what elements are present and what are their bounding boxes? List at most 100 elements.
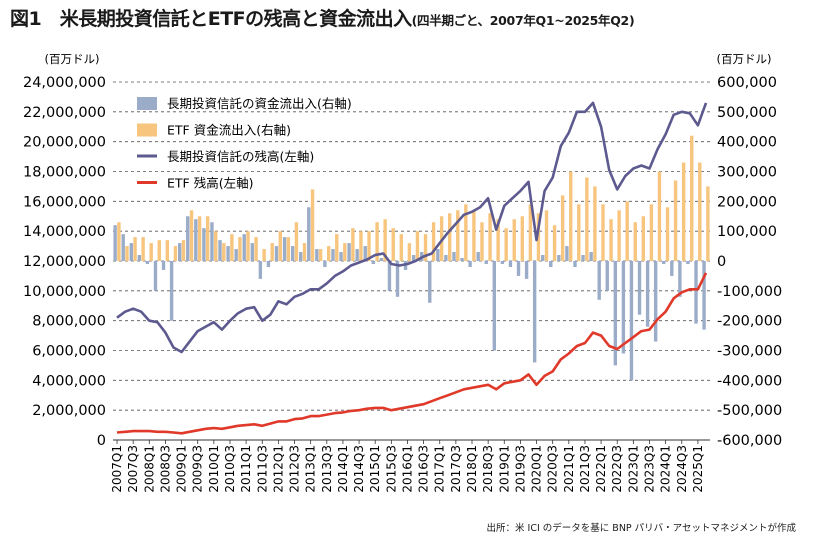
bar-mutual-fund-flow	[629, 261, 634, 381]
bar-etf-flow	[528, 204, 533, 261]
bar-etf-flow	[343, 243, 347, 261]
bar-mutual-fund-flow	[532, 261, 537, 363]
bar-etf-flow	[117, 222, 121, 261]
bar-etf-flow	[383, 219, 387, 261]
x-tick-label: 2015Q1	[368, 445, 382, 493]
bar-etf-flow	[649, 204, 654, 261]
bar-etf-flow	[246, 231, 250, 261]
bar-mutual-fund-flow	[363, 246, 367, 261]
x-tick-label: 2018Q3	[481, 445, 495, 493]
right-tick-label: -600,000	[717, 433, 782, 449]
bar-etf-flow	[480, 222, 484, 261]
x-tick-label: 2007Q1	[110, 445, 124, 493]
x-tick-label: 2016Q3	[417, 445, 431, 493]
bar-etf-flow	[302, 243, 307, 261]
x-tick-label: 2019Q1	[497, 445, 511, 493]
bar-etf-flow	[560, 195, 565, 261]
bars-mutual-fund-flows	[113, 207, 706, 381]
bar-etf-flow	[125, 246, 129, 261]
x-tick-label: 2013Q1	[304, 445, 318, 493]
bar-mutual-fund-flow	[177, 243, 182, 261]
right-axis: -600,000 -500,000 -400,000 -300,000 -200,000…	[717, 75, 782, 449]
bar-etf-flow	[189, 210, 194, 261]
bar-mutual-fund-flow	[702, 261, 706, 330]
bar-mutual-fund-flow	[476, 252, 480, 261]
bar-mutual-fund-flow	[492, 261, 497, 351]
legend-label: ETF 資金流出入(右軸)	[167, 123, 291, 138]
x-tick-label: 2007Q3	[126, 445, 140, 493]
bar-mutual-fund-flow	[395, 261, 400, 297]
bar-etf-flow	[214, 231, 218, 261]
x-tick-label: 2011Q1	[239, 445, 253, 493]
bar-mutual-fund-flow	[500, 261, 505, 264]
bar-mutual-fund-flow	[242, 234, 246, 261]
line-etf-balance	[116, 272, 708, 435]
bar-mutual-fund-flow	[484, 261, 488, 264]
x-tick-label: 2021Q3	[578, 445, 592, 493]
series-lines	[116, 101, 708, 435]
right-tick-label: 600,000	[717, 75, 777, 91]
bar-mutual-fund-flow	[605, 261, 609, 291]
legend-label: 長期投資信託の資金流出入(右軸)	[167, 96, 352, 111]
bar-etf-flow	[431, 222, 436, 261]
legend-swatch	[137, 97, 157, 110]
x-tick-label: 2024Q3	[675, 445, 689, 493]
bar-etf-flow	[205, 216, 210, 261]
right-tick-label: 200,000	[717, 194, 777, 210]
bar-mutual-fund-flow	[186, 216, 190, 261]
left-tick-label: 6,000,000	[32, 344, 106, 360]
bar-etf-flow	[690, 135, 694, 261]
bar-mutual-fund-flow	[194, 219, 198, 261]
x-tick-label: 2010Q1	[207, 445, 221, 493]
bar-etf-flow	[335, 234, 339, 261]
x-tick-label: 2022Q3	[610, 445, 624, 493]
bar-mutual-fund-flow	[121, 234, 125, 261]
bar-mutual-fund-flow	[298, 252, 303, 261]
bar-etf-flow	[601, 204, 605, 261]
x-tick-label: 2014Q1	[336, 445, 350, 493]
bar-mutual-fund-flow	[379, 258, 384, 261]
bar-mutual-fund-flow	[589, 252, 593, 261]
bar-etf-flow	[318, 249, 323, 261]
bar-etf-flow	[278, 231, 282, 261]
bar-etf-flow	[698, 162, 702, 261]
x-tick-label: 2020Q1	[530, 445, 544, 493]
bar-mutual-fund-flow	[218, 240, 222, 261]
bar-mutual-fund-flow	[549, 261, 553, 267]
bar-mutual-fund-flow	[557, 255, 561, 261]
x-tick-label: 2011Q3	[255, 445, 269, 493]
left-tick-label: 20,000,000	[23, 135, 106, 151]
bar-etf-flow	[230, 234, 234, 261]
bar-etf-flow	[673, 180, 678, 261]
bar-etf-flow	[391, 228, 395, 261]
bar-mutual-fund-flow	[339, 252, 343, 261]
x-tick-label: 2022Q1	[594, 445, 608, 493]
left-axis-unit: (百万ドル)	[45, 52, 100, 66]
bar-mutual-fund-flow	[452, 252, 456, 261]
bar-mutual-fund-flow	[436, 249, 440, 261]
bar-etf-flow	[593, 186, 597, 261]
bar-mutual-fund-flow	[387, 261, 392, 291]
bar-mutual-fund-flow	[331, 249, 335, 261]
bar-mutual-fund-flow	[290, 246, 295, 261]
bar-etf-flow	[423, 234, 428, 261]
bar-mutual-fund-flow	[153, 261, 158, 291]
bar-etf-flow	[173, 246, 178, 261]
bar-mutual-fund-flow	[129, 243, 133, 261]
bar-etf-flow	[625, 201, 629, 261]
bar-mutual-fund-flow	[468, 261, 472, 267]
bar-mutual-fund-flow	[210, 222, 214, 261]
bar-mutual-fund-flow	[113, 225, 117, 261]
bar-etf-flow	[181, 240, 186, 261]
bar-etf-flow	[536, 213, 541, 261]
x-tick-label: 2013Q3	[320, 445, 334, 493]
bar-etf-flow	[326, 246, 331, 261]
line-mutual-fund-balance	[116, 101, 708, 354]
right-tick-label: 0	[717, 254, 726, 270]
bar-etf-flow	[472, 210, 476, 261]
bar-etf-flow	[488, 213, 492, 261]
bar-mutual-fund-flow	[234, 249, 238, 261]
bar-etf-flow	[415, 231, 420, 261]
bar-etf-flow	[141, 237, 145, 261]
x-axis: 2007Q1 2007Q3 2008Q1 2008Q3 2009Q1 2009Q3 2010…	[110, 440, 705, 493]
